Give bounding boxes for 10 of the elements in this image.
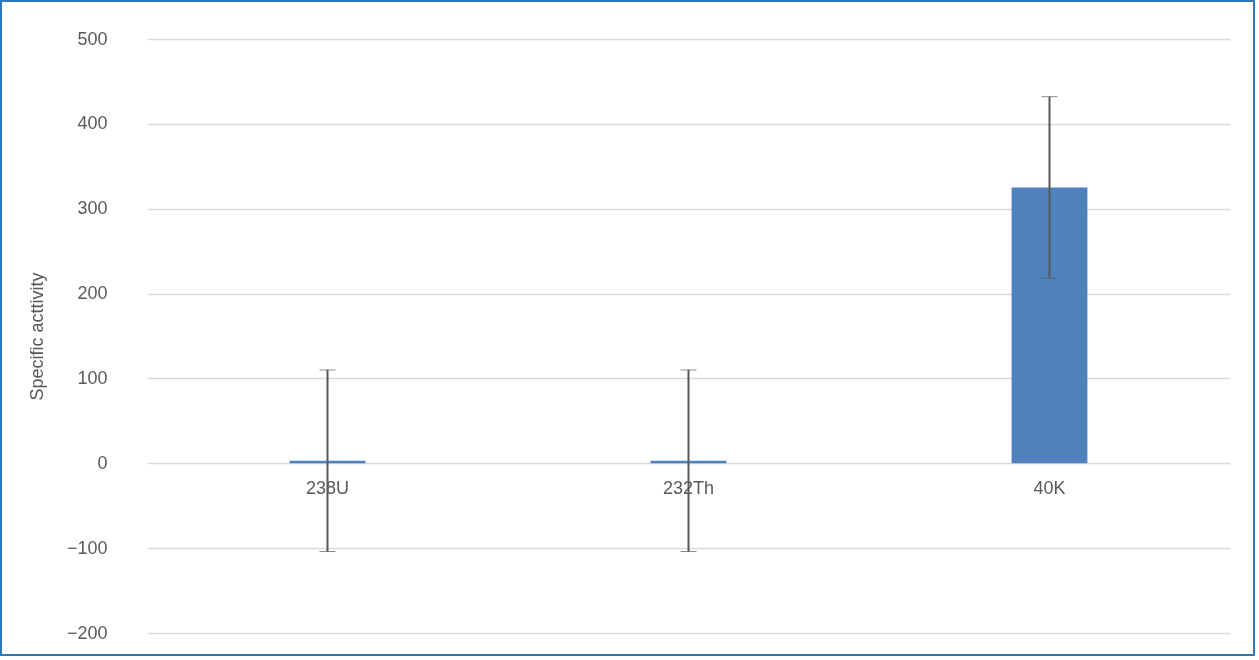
y-tick-label: 200 (77, 283, 108, 304)
y-tick-label: −100 (66, 537, 108, 558)
y-tick-label: 0 (97, 452, 108, 473)
y-tick-label: 300 (77, 198, 108, 219)
y-axis-title: Specific acttivity (26, 272, 47, 401)
y-tick-label: 500 (77, 28, 108, 49)
x-tick-label: 40K (1033, 477, 1066, 498)
y-tick-label: 400 (77, 113, 108, 134)
y-tick-label: −200 (66, 622, 108, 643)
y-tick-label: 100 (77, 367, 108, 388)
